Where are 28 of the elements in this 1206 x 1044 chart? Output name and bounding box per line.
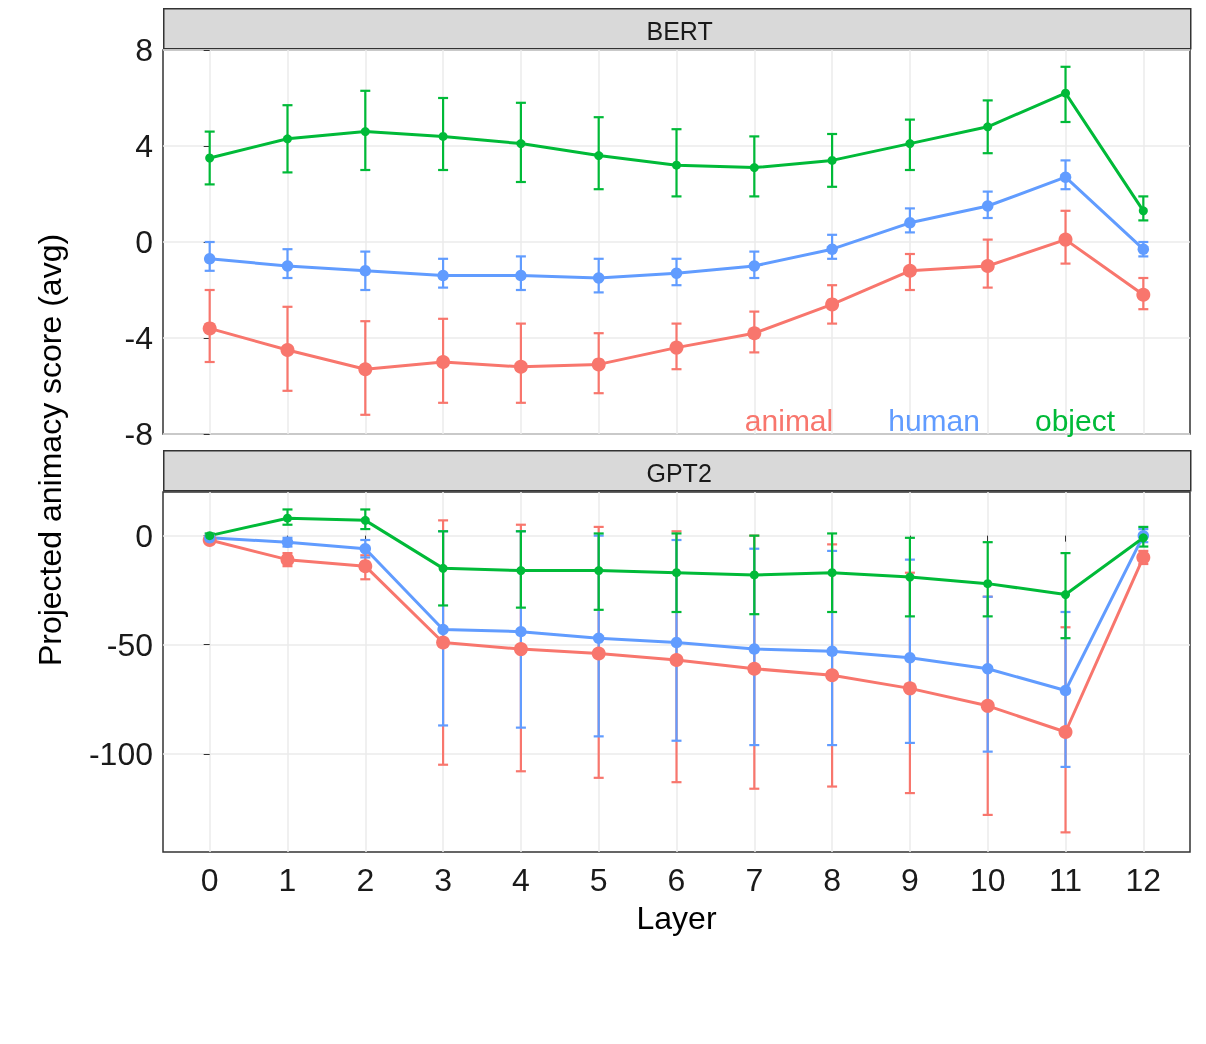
text: object — [1034, 403, 1116, 437]
chart-title: GPT2 — [646, 458, 712, 487]
text: animal — [744, 403, 834, 437]
x-tick-label: 0 — [200, 862, 219, 898]
x-tick-label: 2 — [356, 862, 375, 898]
text: human — [888, 403, 980, 437]
y-tick-label: 8 — [135, 32, 153, 68]
x-tick-label: 5 — [589, 862, 608, 898]
y-tick-label: 0 — [135, 517, 153, 554]
y-tick-label: -8 — [124, 416, 153, 452]
x-tick-label: 3 — [434, 862, 452, 898]
y-tick-label: -50 — [106, 626, 153, 663]
y-tick-label: -100 — [88, 735, 153, 772]
x-tick-label: 7 — [745, 862, 764, 898]
x-tick-label: 10 — [969, 862, 1006, 898]
chart-title: BERT — [646, 16, 713, 45]
x-tick-label: 8 — [823, 862, 841, 898]
x-axis-title: Layer — [636, 900, 717, 936]
x-tick-label: 1 — [278, 862, 297, 898]
y-tick-label: 0 — [135, 224, 153, 260]
x-tick-label: 9 — [901, 862, 919, 898]
x-tick-label: 4 — [512, 862, 530, 898]
y-axis-title: Projected animacy score (avg) — [31, 233, 69, 667]
x-tick-label: 6 — [667, 862, 686, 898]
x-tick-label: 11 — [1048, 862, 1083, 898]
x-tick-label: 12 — [1125, 862, 1162, 898]
y-tick-label: -4 — [124, 320, 153, 356]
y-tick-label: 4 — [135, 128, 153, 164]
